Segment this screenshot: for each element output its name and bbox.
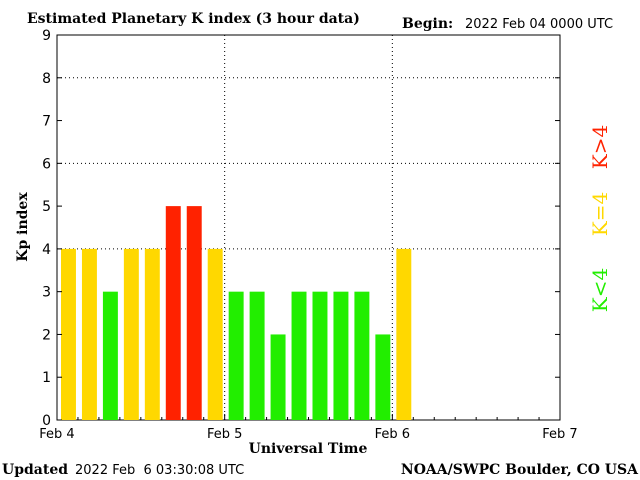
kp-bar bbox=[165, 206, 181, 420]
x-axis-label: Universal Time bbox=[249, 441, 368, 457]
begin-label: Begin: bbox=[402, 16, 453, 32]
kp-bar bbox=[207, 248, 223, 420]
y-tick-label: 6 bbox=[42, 156, 51, 172]
kp-bar bbox=[354, 291, 370, 420]
kp-bar bbox=[249, 291, 265, 420]
y-tick-label: 1 bbox=[42, 370, 51, 386]
y-tick-label: 7 bbox=[42, 114, 51, 130]
y-tick-label: 4 bbox=[42, 242, 51, 258]
legend-below-4: K<4 bbox=[588, 268, 612, 312]
kp-bar bbox=[186, 206, 202, 420]
chart-title: Estimated Planetary K index (3 hour data… bbox=[27, 11, 360, 27]
kp-bar bbox=[270, 334, 286, 420]
y-tick-label: 9 bbox=[42, 28, 51, 44]
legend-above-4: K>4 bbox=[588, 125, 612, 169]
x-tick-label: Feb 4 bbox=[39, 427, 74, 442]
y-tick-label: 3 bbox=[42, 285, 51, 301]
legend-equal-4: K=4 bbox=[588, 192, 612, 236]
x-tick-label: Feb 5 bbox=[207, 427, 242, 442]
kp-bar bbox=[375, 334, 391, 420]
y-tick-label: 0 bbox=[42, 413, 51, 429]
kp-bar bbox=[396, 248, 412, 420]
x-axis-ticks: Feb 4 Feb 5 Feb 6 Feb 7 bbox=[39, 414, 578, 442]
kp-bar bbox=[144, 248, 160, 420]
grid-lines bbox=[57, 35, 560, 420]
begin-value: 2022 Feb 04 0000 UTC bbox=[465, 17, 613, 32]
kp-bar bbox=[312, 291, 328, 420]
updated-label: Updated bbox=[2, 462, 68, 478]
kp-bar bbox=[228, 291, 244, 420]
y-tick-label: 5 bbox=[42, 199, 51, 215]
kp-bar bbox=[123, 248, 139, 420]
y-axis-label: Kp index bbox=[15, 192, 31, 262]
credit-text: NOAA/SWPC Boulder, CO USA bbox=[401, 462, 639, 478]
updated-value: 2022 Feb 6 03:30:08 UTC bbox=[75, 463, 244, 478]
kp-bar bbox=[291, 291, 307, 420]
x-tick-label: Feb 6 bbox=[375, 427, 410, 442]
kp-bar bbox=[333, 291, 349, 420]
kp-bar bbox=[61, 248, 76, 420]
y-axis-ticks: 0 1 2 3 4 5 6 7 8 9 bbox=[42, 28, 560, 429]
x-tick-label: Feb 7 bbox=[542, 427, 577, 442]
y-tick-label: 8 bbox=[42, 71, 51, 87]
kp-bar bbox=[102, 291, 118, 420]
y-tick-label: 2 bbox=[42, 327, 51, 343]
kp-bar bbox=[81, 248, 97, 420]
bar-series bbox=[61, 206, 412, 420]
